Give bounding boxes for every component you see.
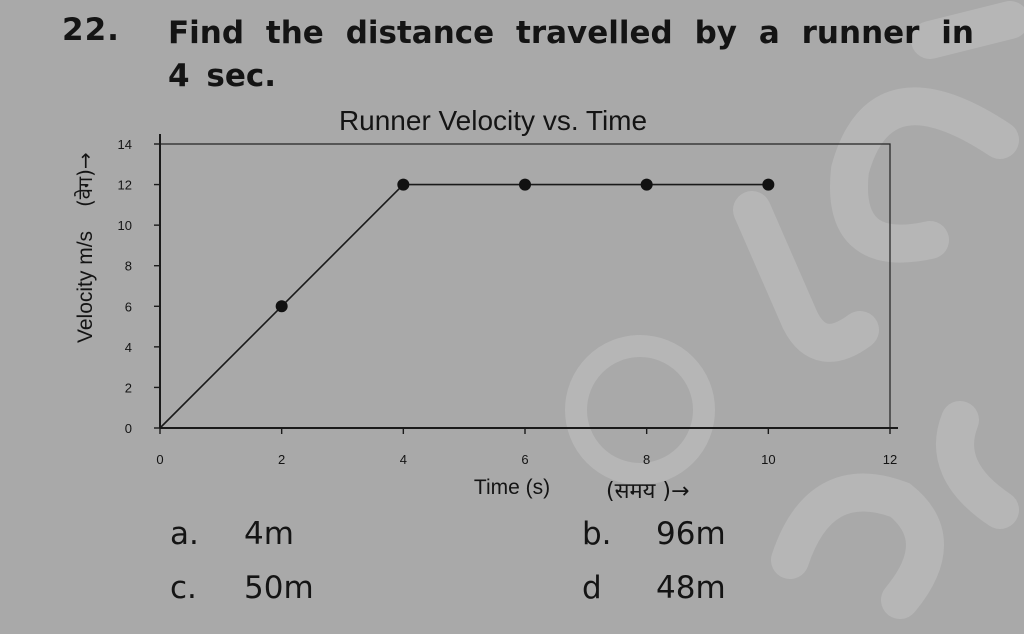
y-tick-label: 2	[125, 380, 132, 395]
option-a-value: 4m	[244, 516, 294, 552]
y-ticks: 0 2 4 6 8 10 12 14	[118, 137, 160, 436]
x-tick-label: 8	[643, 452, 650, 467]
y-tick-label: 8	[125, 259, 132, 274]
x-tick-label: 0	[156, 452, 163, 467]
y-tick-label: 4	[125, 340, 132, 355]
data-points	[275, 178, 775, 313]
y-tick-label: 12	[118, 178, 132, 193]
y-axis-label-hindi: (वेग)→	[73, 152, 97, 207]
question-number: 22.	[62, 12, 120, 48]
chart-title: Runner Velocity vs. Time	[339, 105, 647, 136]
x-tick-label: 12	[883, 452, 897, 467]
x-tick-label: 2	[278, 452, 285, 467]
option-b[interactable]: b. 96m	[582, 516, 726, 552]
question-text: Find the distance travelled by a runner …	[168, 15, 974, 94]
option-c[interactable]: c. 50m	[170, 570, 314, 606]
x-ticks: 0 2 4 6 8 10 12	[156, 428, 897, 467]
x-tick-label: 6	[521, 452, 528, 467]
x-axis-label-hindi: (समय )→	[606, 479, 689, 504]
data-point	[519, 178, 531, 191]
data-point	[640, 178, 653, 191]
option-d[interactable]: d 48m	[582, 570, 726, 606]
option-c-value: 50m	[244, 570, 314, 606]
option-d-label: d	[582, 570, 602, 606]
data-point	[397, 178, 410, 191]
y-tick-label: 14	[118, 137, 132, 152]
y-tick-label: 6	[125, 299, 132, 314]
y-tick-label: 10	[118, 218, 132, 233]
data-point	[762, 178, 775, 191]
x-tick-label: 4	[400, 452, 407, 467]
option-a[interactable]: a. 4m	[170, 516, 294, 552]
data-point	[275, 300, 288, 313]
option-b-value: 96m	[656, 516, 726, 552]
x-axis-label: Time (s)	[474, 476, 550, 499]
option-a-label: a.	[170, 516, 199, 552]
series-line	[159, 183, 769, 429]
x-tick-label: 10	[761, 452, 775, 467]
option-c-label: c.	[170, 570, 197, 606]
option-d-value: 48m	[656, 570, 726, 606]
y-tick-label: 0	[125, 421, 132, 436]
option-b-label: b.	[582, 516, 612, 552]
y-axis-label: Velocity m/s	[74, 231, 97, 343]
